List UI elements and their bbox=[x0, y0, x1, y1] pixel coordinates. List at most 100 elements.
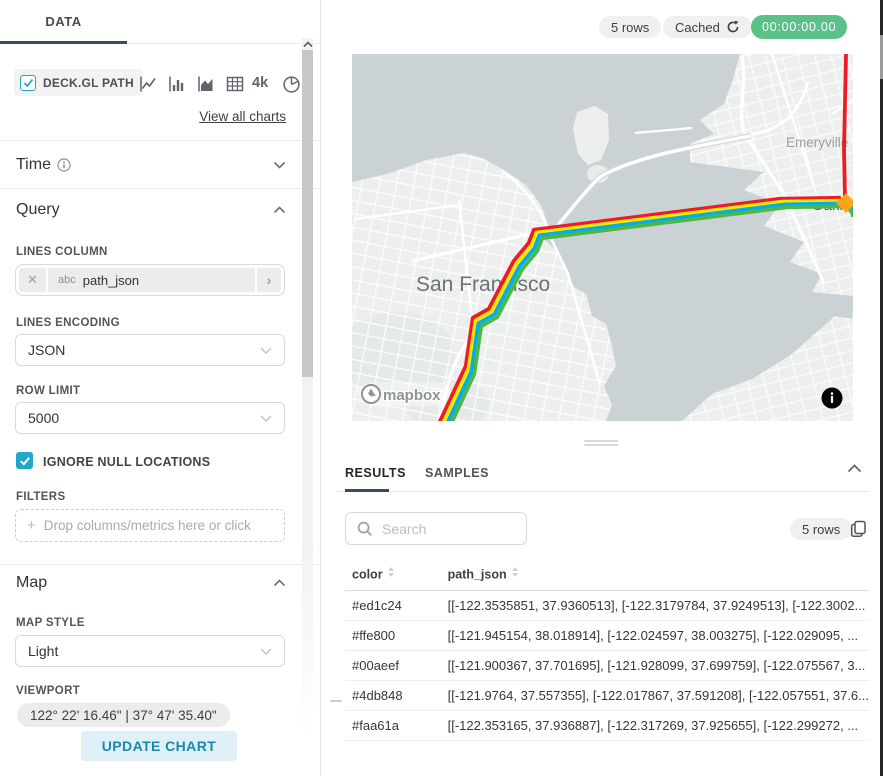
panel-scrollbar-thumb[interactable] bbox=[302, 50, 313, 377]
table-row[interactable]: #ffe800 [[-121.945154, 38.018914], [-122… bbox=[345, 620, 869, 651]
query-section-title: Query bbox=[16, 201, 60, 218]
cell-color[interactable]: #faa61a bbox=[345, 710, 441, 741]
ignore-null-checkbox[interactable] bbox=[16, 452, 33, 469]
filters-placeholder: Drop columns/metrics here or click bbox=[43, 518, 251, 533]
remove-column-icon[interactable]: ✕ bbox=[19, 268, 48, 292]
mapbox-logo[interactable]: mapbox bbox=[358, 382, 450, 406]
pie-chart-icon[interactable] bbox=[281, 74, 301, 94]
search-input[interactable] bbox=[382, 520, 502, 537]
column-chip-body[interactable]: abc path_json bbox=[48, 273, 255, 288]
table-row[interactable]: #faa61a [[-122.353165, 37.936887], [-122… bbox=[345, 710, 869, 741]
viewport-value: 122° 22' 16.46" | 37° 47' 35.40" bbox=[30, 707, 217, 723]
cell-path-json[interactable]: [[-122.353165, 37.936887], [-122.317269,… bbox=[440, 710, 869, 741]
window-scrollbar-thumb[interactable] bbox=[880, 35, 883, 79]
update-chart-button[interactable]: UPDATE CHART bbox=[81, 731, 237, 761]
map-section-header[interactable]: Map bbox=[16, 572, 304, 594]
tab-data-active-underline bbox=[0, 41, 127, 44]
cell-path-json[interactable]: [[-122.3535851, 37.9360513], [-122.31797… bbox=[440, 590, 869, 621]
row-limit-select[interactable]: 5000 bbox=[15, 402, 285, 434]
chart-selected-checkbox[interactable] bbox=[20, 74, 36, 91]
map-land-sf bbox=[352, 153, 616, 421]
mapbox-wordmark: mapbox bbox=[383, 387, 441, 404]
plus-icon: + bbox=[27, 517, 36, 534]
tab-samples[interactable]: SAMPLES bbox=[425, 466, 489, 480]
lines-column-control[interactable]: ✕ abc path_json › bbox=[15, 264, 285, 296]
table-row[interactable]: #4db848 [[-121.9764, 37.557355], [-122.0… bbox=[345, 680, 869, 711]
selected-chart-label: DECK.GL PATH bbox=[43, 75, 134, 90]
time-section-header[interactable]: Time bbox=[16, 154, 304, 176]
scroll-up-arrow-icon[interactable] bbox=[303, 41, 313, 48]
chevron-up-icon[interactable] bbox=[273, 206, 286, 214]
line-chart-icon[interactable] bbox=[138, 74, 158, 94]
row-count-text: 5 rows bbox=[611, 19, 650, 35]
info-icon bbox=[57, 158, 71, 172]
cell-path-json[interactable]: [[-121.900367, 37.701695], [-121.928099,… bbox=[440, 650, 869, 681]
lines-encoding-select[interactable]: JSON bbox=[15, 334, 285, 366]
path-red-north[interactable] bbox=[842, 54, 848, 199]
lines-column-label: LINES COLUMN bbox=[16, 246, 108, 258]
chevron-down-icon[interactable] bbox=[273, 161, 286, 169]
lines-encoding-label: LINES ENCODING bbox=[16, 317, 120, 329]
table-chart-icon[interactable] bbox=[225, 74, 245, 94]
divider bbox=[0, 140, 320, 141]
selected-chart-pill[interactable]: DECK.GL PATH bbox=[14, 69, 143, 96]
sort-icon[interactable] bbox=[387, 567, 394, 577]
ignore-null-label: IGNORE NULL LOCATIONS bbox=[43, 455, 211, 469]
row-limit-label: ROW LIMIT bbox=[16, 385, 81, 397]
4k-chart-icon[interactable]: 4k bbox=[252, 75, 269, 91]
column-name: path_json bbox=[82, 272, 140, 288]
map-bay-bridge bbox=[544, 133, 751, 241]
window-scrollbar-track[interactable] bbox=[880, 0, 883, 776]
chevron-right-icon[interactable]: › bbox=[255, 268, 281, 292]
divider bbox=[0, 188, 320, 189]
tab-results-underline bbox=[345, 489, 389, 492]
table-row[interactable]: #00aeef [[-121.900367, 37.701695], [-121… bbox=[345, 650, 869, 681]
tab-data[interactable]: DATA bbox=[45, 14, 82, 29]
map-style-value: Light bbox=[28, 643, 59, 659]
cell-path-json[interactable]: [[-121.945154, 38.018914], [-122.024597,… bbox=[440, 620, 869, 651]
check-icon bbox=[23, 78, 33, 87]
cell-color[interactable]: #4db848 bbox=[345, 680, 441, 711]
viewport-value-pill[interactable]: 122° 22' 16.46" | 37° 47' 35.40" bbox=[17, 703, 230, 727]
chevron-up-icon[interactable] bbox=[273, 579, 286, 587]
filters-dropzone[interactable]: + Drop columns/metrics here or click bbox=[15, 509, 285, 542]
chevron-down-icon bbox=[260, 346, 272, 354]
map-info-button[interactable] bbox=[821, 387, 843, 409]
query-section-header[interactable]: Query bbox=[16, 199, 304, 221]
cached-badge[interactable]: Cached bbox=[663, 16, 752, 38]
lines-column-chip[interactable]: ✕ abc path_json › bbox=[19, 268, 281, 292]
map-canvas: San Francisco Emeryville Oakla mapbox bbox=[352, 54, 853, 421]
cell-color[interactable]: #ffe800 bbox=[345, 620, 441, 651]
panel-drag-handle[interactable] bbox=[584, 444, 618, 446]
panel-resize-grip[interactable] bbox=[330, 700, 342, 702]
cell-color[interactable]: #00aeef bbox=[345, 650, 441, 681]
results-row-count-text: 5 rows bbox=[802, 521, 841, 537]
refresh-icon[interactable] bbox=[726, 20, 740, 34]
bar-chart-icon[interactable] bbox=[167, 74, 187, 94]
time-section-title: Time bbox=[16, 156, 51, 173]
row-limit-value: 5000 bbox=[28, 410, 60, 426]
panel-scrollbar-track[interactable] bbox=[302, 38, 313, 738]
view-all-charts-link[interactable]: View all charts bbox=[199, 109, 286, 124]
tab-results[interactable]: RESULTS bbox=[345, 466, 406, 480]
table-header-row: color path_json bbox=[345, 560, 869, 591]
check-icon bbox=[19, 456, 30, 466]
collapse-results-chevron-up-icon[interactable] bbox=[847, 464, 862, 473]
search-icon bbox=[357, 521, 372, 536]
map-land-eastbay bbox=[634, 54, 853, 421]
cell-color[interactable]: #ed1c24 bbox=[345, 590, 441, 621]
panel-drag-handle[interactable] bbox=[584, 440, 618, 442]
panel-tabbar: DATA bbox=[0, 0, 320, 44]
map-style-select[interactable]: Light bbox=[15, 635, 285, 667]
column-header-path-label: path_json bbox=[447, 567, 507, 582]
sort-icon[interactable] bbox=[511, 567, 518, 577]
deckgl-map[interactable]: San Francisco Emeryville Oakla mapbox bbox=[352, 54, 853, 421]
cell-path-json[interactable]: [[-121.9764, 37.557355], [-122.017867, 3… bbox=[440, 680, 869, 711]
results-search[interactable] bbox=[345, 512, 527, 545]
copy-icon[interactable] bbox=[850, 520, 867, 538]
column-header-color[interactable]: color bbox=[345, 560, 441, 591]
table-row[interactable]: #ed1c24 [[-122.3535851, 37.9360513], [-1… bbox=[345, 590, 869, 621]
area-chart-icon[interactable] bbox=[196, 74, 216, 94]
chevron-down-icon bbox=[260, 414, 272, 422]
column-header-path-json[interactable]: path_json bbox=[440, 560, 869, 591]
